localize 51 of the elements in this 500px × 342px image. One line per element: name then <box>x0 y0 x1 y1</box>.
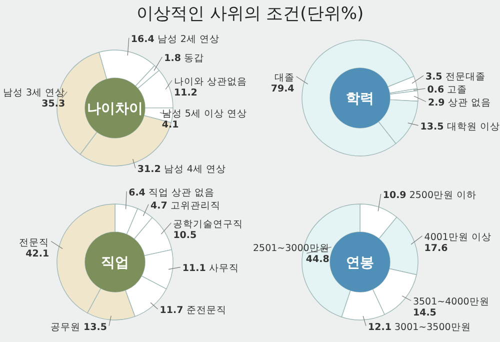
slice-label: 2500만원 이하 <box>409 190 477 201</box>
data-label: 13.5 <box>420 121 444 132</box>
slice-label: 나이와 상관없음 <box>174 76 247 88</box>
slice-label: 공무원 <box>50 322 81 333</box>
slice-label: 준전문직 <box>186 305 226 316</box>
slice-label: 3501~4000만원 <box>412 296 490 308</box>
data-label: 35.3 <box>42 98 66 110</box>
data-label: 10.5 <box>173 230 197 241</box>
data-label: 3.5 <box>425 72 442 83</box>
slice-label: 3001~3500만원 <box>394 322 471 333</box>
slice-label: 사무직 <box>208 263 239 274</box>
data-label: 0.6 <box>427 84 445 96</box>
data-label: 11.2 <box>174 87 198 98</box>
text: 나이차이 <box>87 101 143 117</box>
data-label: 6.4 <box>128 187 146 198</box>
data-label: 12.1 <box>368 322 392 333</box>
data-label: 42.1 <box>26 248 50 260</box>
data-label: 11.7 <box>160 305 184 316</box>
slice-label: 2501~3000만원 <box>253 243 330 254</box>
data-label: 1.8 <box>164 53 182 64</box>
slice-label: 직업 상관 없음 <box>148 187 214 198</box>
slice-label: 대졸 <box>274 72 294 84</box>
data-label: 16.4 <box>130 34 155 45</box>
text: 학력 <box>346 91 374 107</box>
data-label: 4.1 <box>162 120 179 131</box>
data-label: 79.4 <box>270 83 295 94</box>
slice-label: 전문직 <box>19 237 50 248</box>
slice-label: 4001만원 이상 <box>424 232 492 243</box>
data-label: 31.2 <box>137 164 161 176</box>
slice-label: 남성 3세 연상 <box>3 88 66 99</box>
slice-label: 남성 5세 이상 연상 <box>162 108 247 120</box>
data-label: 2.9 <box>428 98 445 109</box>
slice-label: 동갑 <box>184 53 204 64</box>
slice-label: 고위관리직 <box>170 200 220 212</box>
slice-label: 대학원 이상 <box>446 121 500 132</box>
data-label: 17.6 <box>424 242 448 254</box>
data-label: 4.7 <box>150 200 168 212</box>
data-label: 10.9 <box>382 190 406 201</box>
slice-label: 공학기술연구직 <box>173 218 244 230</box>
text: 직업 <box>101 255 129 271</box>
data-label: 13.5 <box>84 322 107 333</box>
slice-label: 고졸 <box>447 84 468 96</box>
slice-label: 상관 없음 <box>448 98 491 109</box>
slice-label: 전문대졸 <box>445 72 486 83</box>
text: 연봉 <box>346 255 374 271</box>
data-label: 14.5 <box>412 308 436 319</box>
slice-label: 남성 4세 연상 <box>164 164 226 176</box>
data-label: 11.1 <box>182 263 206 274</box>
slice-label: 남성 2세 연상 <box>157 34 220 45</box>
data-label: 44.8 <box>306 254 330 266</box>
text: 이상적인 사위의 조건(단위%) <box>136 4 364 24</box>
